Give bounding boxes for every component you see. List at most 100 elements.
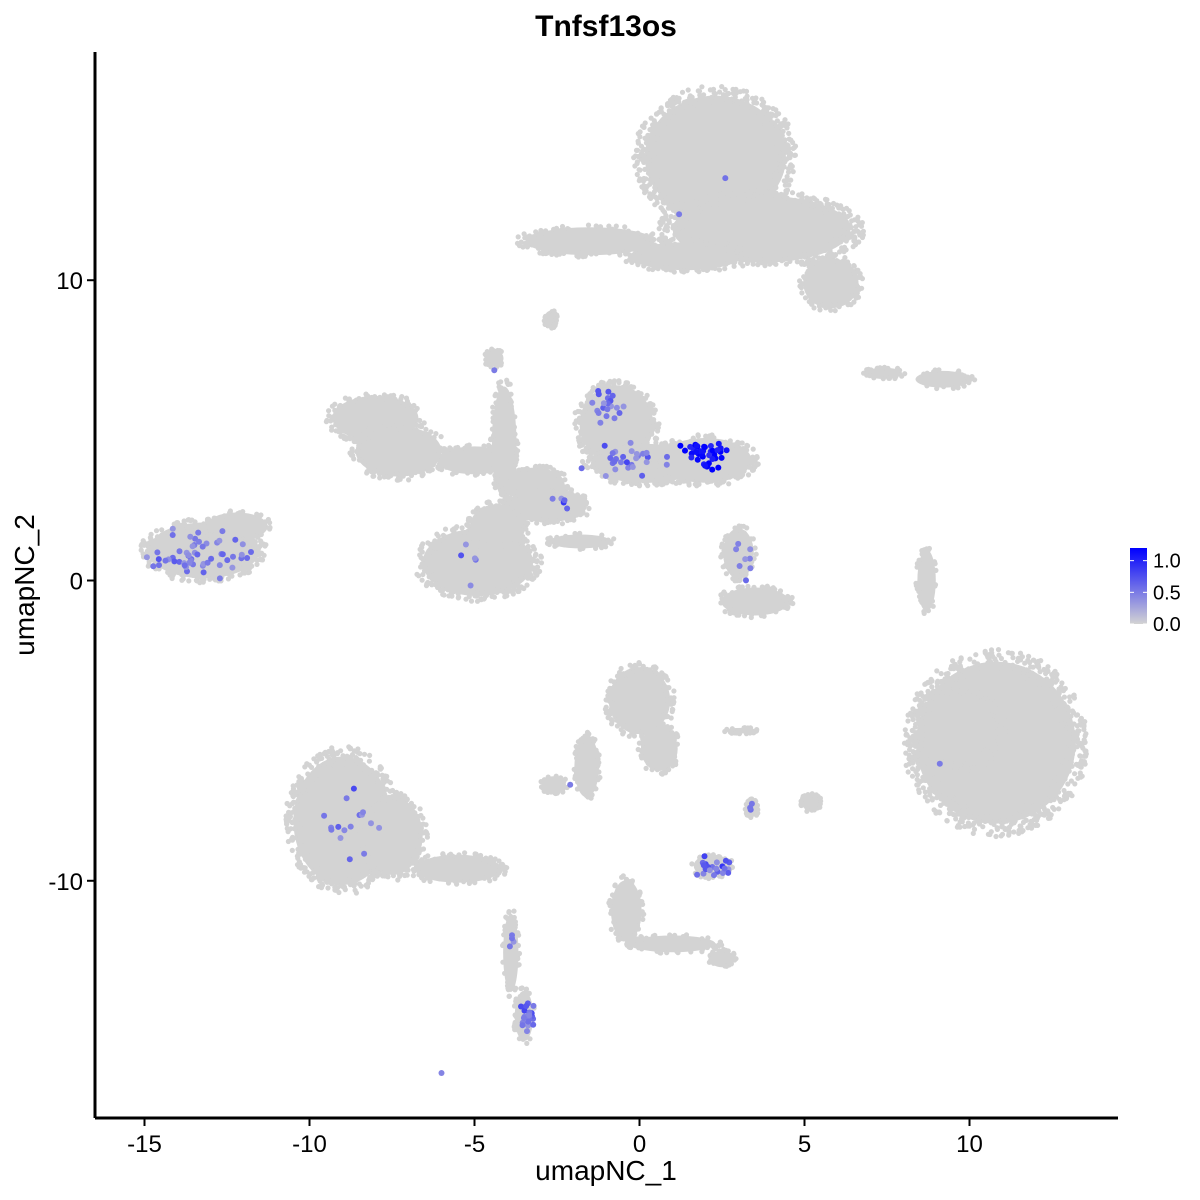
cell-point	[842, 223, 848, 229]
cell-point	[921, 732, 928, 738]
cell-point	[689, 99, 695, 106]
cell-point	[648, 195, 654, 201]
cell-point	[749, 612, 755, 618]
cell-point	[201, 576, 207, 583]
cell-point	[313, 770, 319, 776]
cell-point	[487, 878, 493, 884]
cell-point	[989, 712, 995, 718]
cell-point	[506, 993, 512, 999]
cell-point	[154, 534, 161, 540]
cell-point	[777, 136, 783, 142]
cell-point	[190, 572, 196, 578]
cell-point	[490, 462, 496, 468]
cell-point	[504, 502, 510, 508]
cell-point	[636, 740, 643, 746]
cell-point	[1002, 730, 1008, 736]
cell-point	[671, 269, 677, 275]
cell-point	[931, 369, 937, 375]
cell-point	[852, 228, 858, 234]
cell-point	[916, 588, 922, 595]
cell-point	[515, 588, 521, 595]
cell-point	[710, 240, 716, 246]
cell-point	[470, 509, 476, 515]
cell-point	[652, 242, 658, 248]
cell-point	[500, 959, 506, 965]
cell-point	[301, 865, 307, 871]
cell-point	[1026, 653, 1032, 660]
cell-point	[664, 223, 670, 229]
cell-point	[948, 680, 955, 686]
cell-point	[736, 190, 742, 196]
cell-point	[839, 214, 845, 220]
cell-point	[656, 226, 662, 232]
cell-point	[773, 107, 779, 113]
cell-point	[492, 393, 498, 399]
cell-point	[912, 697, 918, 703]
cell-point	[732, 525, 738, 531]
cell-point	[741, 192, 747, 198]
cell-point	[686, 203, 692, 209]
cell-point	[363, 871, 370, 877]
cell-point	[379, 469, 385, 476]
cell-point	[475, 592, 481, 598]
cell-point	[431, 437, 437, 443]
cell-point	[459, 525, 465, 531]
cell-point	[927, 792, 933, 798]
cell-point	[375, 772, 381, 778]
cell-point	[306, 762, 312, 768]
cell-point	[372, 394, 378, 400]
cell-point	[822, 196, 829, 202]
cell-point	[1082, 719, 1088, 725]
cell-point	[642, 166, 648, 172]
cell-point	[643, 176, 649, 182]
cell-point	[762, 263, 768, 269]
cell-point	[296, 803, 303, 809]
cell-point	[284, 801, 290, 807]
cell-point	[679, 224, 685, 230]
cell-point	[568, 487, 575, 493]
cell-point	[672, 231, 678, 238]
cell-point	[519, 985, 525, 991]
cell-point	[237, 510, 243, 516]
cell-point	[754, 100, 760, 106]
cell-point	[917, 707, 923, 713]
cell-point	[1006, 824, 1012, 831]
cell-point	[505, 984, 512, 990]
cell-point	[860, 232, 866, 238]
cell-point	[534, 520, 540, 526]
cell-point	[651, 452, 657, 458]
cell-point	[1068, 759, 1074, 765]
cell-point	[644, 478, 650, 485]
cell-point	[330, 414, 336, 420]
cell-point	[932, 789, 938, 795]
cell-point	[933, 808, 939, 815]
cluster-21	[913, 545, 939, 617]
cell-point	[253, 551, 259, 557]
cell-point	[639, 755, 645, 761]
cell-point	[627, 256, 633, 262]
cluster-4	[797, 252, 866, 314]
cell-point	[447, 445, 453, 451]
cell-point	[697, 92, 703, 98]
cell-point	[356, 396, 362, 402]
cell-point	[720, 92, 727, 98]
cell-point	[474, 471, 480, 477]
cell-point	[561, 250, 567, 256]
cell-point	[674, 741, 681, 747]
cell-point	[527, 555, 533, 561]
cell-point	[336, 429, 342, 435]
cell-point	[784, 174, 790, 180]
cell-point	[314, 863, 320, 869]
cell-point	[159, 532, 165, 538]
cell-point	[413, 859, 419, 865]
cell-point	[707, 202, 713, 208]
cell-point	[717, 854, 723, 860]
cell-point	[644, 392, 650, 398]
cell-point	[1049, 794, 1055, 800]
cell-point	[778, 121, 785, 127]
cell-point	[422, 854, 428, 861]
cell-point	[333, 872, 339, 879]
cell-point	[366, 758, 372, 764]
cell-point	[700, 265, 706, 271]
cell-point	[308, 877, 314, 883]
